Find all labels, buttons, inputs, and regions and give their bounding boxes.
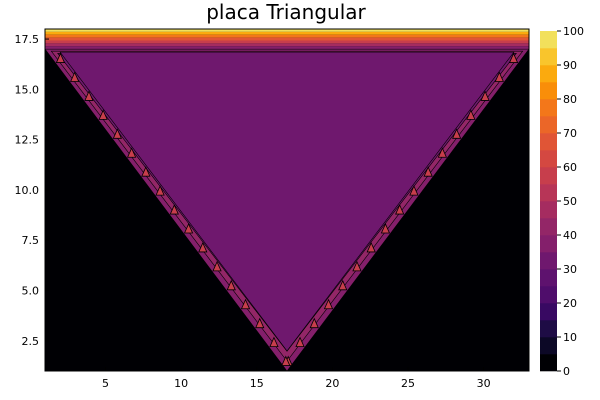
contour-edge-marker	[323, 298, 334, 310]
contour-edge-marker	[198, 241, 208, 253]
colorbar-segment	[540, 116, 557, 134]
y-tick-label: 15.0	[15, 83, 40, 96]
contour-edge-marker	[269, 336, 279, 347]
colorbar-tick-label: 0	[563, 365, 570, 378]
contour-edge-marker	[126, 147, 137, 158]
contour-interior-plate	[59, 51, 515, 352]
colorbar-tick-label: 90	[563, 59, 577, 72]
colorbar-segment	[540, 286, 557, 304]
contour-band-top	[45, 29, 529, 32]
contour-edge-marker	[480, 90, 490, 101]
y-tick-label: 17.5	[15, 33, 40, 46]
contour-edge-marker	[98, 109, 108, 120]
contour-edge-marker	[494, 71, 504, 82]
x-tick-label: 10	[174, 377, 188, 390]
contour-edge-marker	[338, 279, 348, 291]
colorbar-segment	[540, 133, 557, 151]
contour-edge-marker	[508, 52, 519, 63]
contour-edge-marker	[423, 166, 433, 177]
contour-band-top	[45, 46, 529, 50]
colorbar-segment	[540, 252, 557, 270]
y-tick-label: 10.0	[15, 184, 40, 197]
contour-edge-marker	[240, 298, 251, 310]
contour-edge-marker	[255, 317, 265, 329]
colorbar-tick-label: 60	[563, 161, 577, 174]
colorbar-tick-label: 100	[563, 25, 584, 38]
colorbar-tick-label: 30	[563, 263, 577, 276]
colorbar-segment	[540, 31, 557, 49]
colorbar-segment	[540, 269, 557, 287]
colorbar-tick-label: 10	[563, 331, 577, 344]
chart-title: placa Triangular	[206, 0, 366, 24]
contour-edge-marker	[55, 52, 66, 63]
colorbar-segment	[540, 99, 557, 117]
contour-band-top	[45, 31, 529, 35]
colorbar: 0 10 20 30 40 50 60 70 80 90 100	[540, 25, 584, 378]
contour-edge-marker	[70, 71, 80, 82]
colorbar-segment	[540, 235, 557, 253]
x-tick-label: 5	[102, 377, 109, 390]
colorbar-segment	[540, 303, 557, 321]
contour-edge-marker	[409, 185, 419, 196]
y-axis: 2.5 5.0 7.5 10.0 12.5 15.0 17.5	[15, 33, 49, 348]
x-tick-label: 30	[477, 377, 491, 390]
contour-edge-marker	[466, 109, 476, 120]
contour-edge-marker	[309, 317, 319, 329]
y-tick-label: 7.5	[22, 234, 40, 247]
colorbar-segment	[540, 65, 557, 83]
colorbar-segment	[540, 184, 557, 202]
contour-band-top	[45, 37, 529, 41]
contour-edge-marker	[155, 185, 165, 196]
contour-layer	[44, 29, 530, 372]
y-tick-label: 12.5	[15, 134, 40, 147]
contour-edge-marker	[452, 128, 462, 139]
x-tick-label: 15	[250, 377, 264, 390]
plot-area	[44, 28, 530, 372]
colorbar-tick-label: 40	[563, 229, 577, 242]
colorbar-segment	[540, 201, 557, 219]
contour-edge-marker	[112, 128, 122, 139]
colorbar-segment	[540, 354, 557, 372]
contour-edge-marker	[352, 260, 362, 272]
contour-edge-marker	[141, 166, 151, 177]
contour-edge-marker	[84, 90, 94, 101]
contour-edge-marker	[437, 147, 448, 158]
contour-band-top	[45, 40, 529, 44]
contour-edge-marker	[395, 204, 405, 215]
colorbar-segment	[540, 337, 557, 355]
colorbar-segment	[540, 320, 557, 338]
contour-edge-marker	[366, 241, 376, 253]
colorbar-segment	[540, 218, 557, 236]
colorbar-tick-label: 70	[563, 127, 577, 140]
colorbar-segment	[540, 48, 557, 66]
colorbar-tick-label: 80	[563, 93, 577, 106]
contour-edge-marker	[281, 355, 291, 366]
contour-edge-marker	[212, 260, 222, 272]
contour-band-top	[45, 43, 529, 47]
y-tick-label: 5.0	[22, 285, 40, 298]
contour-edge-marker	[295, 336, 305, 347]
contour-edge-marker	[183, 223, 194, 234]
colorbar-segment	[540, 167, 557, 185]
colorbar-tick-label: 50	[563, 195, 577, 208]
x-tick-label: 20	[325, 377, 339, 390]
x-tick-label: 25	[401, 377, 415, 390]
y-tick-label: 2.5	[22, 335, 40, 348]
plot-frame	[44, 28, 530, 372]
contour-edge-marker	[226, 279, 236, 291]
colorbar-segment	[540, 82, 557, 100]
contour-band-top	[45, 34, 529, 38]
x-axis: 5 10 15 20 25 30	[102, 367, 491, 390]
contour-edge-marker	[169, 204, 179, 215]
colorbar-segment	[540, 150, 557, 168]
colorbar-tick-label: 20	[563, 297, 577, 310]
contour-edge-marker	[380, 223, 391, 234]
